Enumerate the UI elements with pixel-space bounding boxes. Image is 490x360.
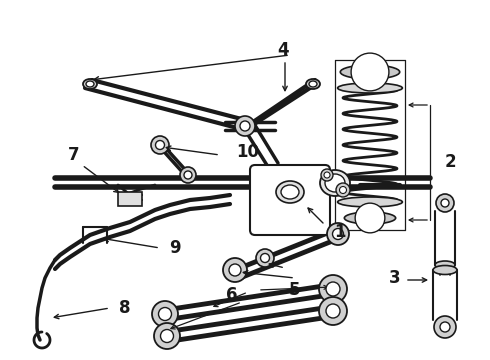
Text: 7: 7 [68,146,80,164]
Circle shape [441,199,449,207]
Circle shape [235,116,255,136]
Text: 1: 1 [334,223,346,241]
Circle shape [351,53,389,91]
Circle shape [440,322,450,332]
Circle shape [223,258,247,282]
Circle shape [240,121,250,131]
Circle shape [184,171,192,179]
Text: 9: 9 [169,239,181,257]
Ellipse shape [338,197,402,207]
Circle shape [336,183,350,197]
Ellipse shape [325,174,345,192]
Circle shape [180,167,196,183]
Ellipse shape [309,81,317,87]
Circle shape [340,186,346,194]
Circle shape [326,304,340,318]
Text: 10: 10 [237,143,260,161]
Circle shape [436,194,454,212]
Circle shape [327,223,349,245]
Ellipse shape [306,79,320,89]
Circle shape [319,275,347,303]
Circle shape [333,229,343,239]
Circle shape [155,140,165,149]
Circle shape [229,264,241,276]
Circle shape [326,282,340,296]
Circle shape [321,169,333,181]
Ellipse shape [86,81,94,87]
Circle shape [319,297,347,325]
Circle shape [261,253,270,262]
Ellipse shape [433,266,457,274]
Text: 6: 6 [226,286,238,304]
Text: 5: 5 [289,281,301,299]
FancyBboxPatch shape [250,165,330,235]
Ellipse shape [338,83,402,93]
Text: 4: 4 [277,41,289,59]
Bar [118,192,142,206]
Circle shape [158,307,172,320]
Ellipse shape [320,170,350,196]
Circle shape [355,203,385,233]
Circle shape [152,301,178,327]
Ellipse shape [281,185,299,199]
Ellipse shape [83,79,97,89]
Circle shape [154,323,180,349]
Text: 8: 8 [119,299,131,317]
Circle shape [324,172,330,178]
Circle shape [161,329,173,342]
Ellipse shape [276,181,304,203]
Text: 3: 3 [389,269,401,287]
Text: 2: 2 [444,153,456,171]
Ellipse shape [340,65,400,79]
Circle shape [256,249,274,267]
Ellipse shape [344,212,395,224]
Circle shape [434,316,456,338]
Circle shape [151,136,169,154]
Ellipse shape [435,261,455,269]
